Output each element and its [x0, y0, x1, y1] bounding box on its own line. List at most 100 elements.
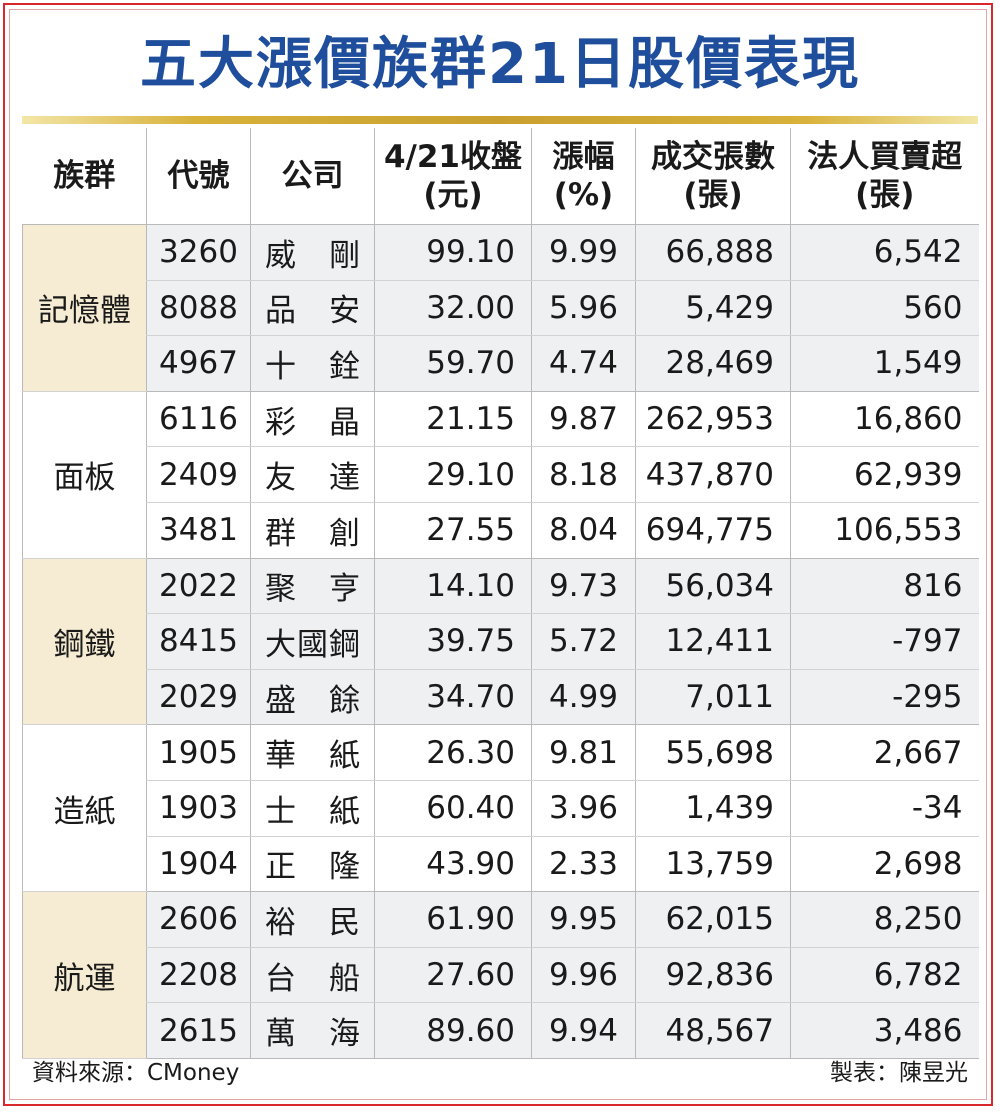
stock-code: 1904 — [146, 836, 251, 893]
stock-code: 6116 — [146, 391, 251, 448]
institutional-net: 106,553 — [790, 502, 979, 559]
trade-volume: 56,034 — [635, 558, 791, 615]
header-code: 代號 — [146, 128, 251, 225]
stock-table: 族群 代號 公司 4/21收盤 (元) 漲幅 (%) 成交張數 (張) 法人買賣超 (張… — [22, 128, 979, 1059]
change-percent: 4.74 — [531, 335, 636, 392]
source-note: 資料來源：CMoney — [32, 1060, 240, 1086]
header-company: 公司 — [250, 128, 375, 225]
table-row: 2029 盛餘 34.70 4.99 7,011 -295 — [23, 669, 979, 726]
trade-volume: 12,411 — [635, 613, 791, 670]
close-price: 43.90 — [374, 836, 532, 893]
stock-code: 2208 — [146, 947, 251, 1004]
institutional-net: 6,782 — [790, 947, 979, 1004]
group-block: 面板 6116 彩晶 21.15 9.87 262,953 16,860 2409 友達 29.1… — [22, 391, 979, 559]
change-percent: 3.96 — [531, 780, 636, 837]
close-price: 26.30 — [374, 724, 532, 781]
table-row: 2208 台船 27.60 9.96 92,836 6,782 — [23, 947, 979, 1004]
close-price: 60.40 — [374, 780, 532, 837]
group-block: 記憶體 3260 威剛 99.10 9.99 66,888 6,542 8088 品安 32.00… — [22, 224, 979, 392]
group-name: 造紙 — [22, 724, 147, 893]
table-row: 記憶體 3260 威剛 99.10 9.99 66,888 6,542 — [22, 224, 979, 392]
company-name: 彩晶 — [250, 391, 375, 448]
close-price: 29.10 — [374, 446, 532, 503]
trade-volume: 694,775 — [635, 502, 791, 559]
institutional-net: -295 — [790, 669, 979, 726]
trade-volume: 28,469 — [635, 335, 791, 392]
table-row: 2409 友達 29.10 8.18 437,870 62,939 — [23, 446, 979, 503]
company-name: 大國鋼 — [250, 613, 375, 670]
institutional-net: 2,698 — [790, 836, 979, 893]
close-price: 89.60 — [374, 1002, 532, 1059]
group-block: 航運 2606 裕民 61.90 9.95 62,015 8,250 2208 台船 27.60 9… — [22, 891, 979, 1059]
trade-volume: 92,836 — [635, 947, 791, 1004]
stock-code: 3481 — [146, 502, 251, 559]
stock-code: 1905 — [146, 724, 251, 781]
change-percent: 9.96 — [531, 947, 636, 1004]
trade-volume: 13,759 — [635, 836, 791, 893]
table-row: 造紙 1905 華紙 26.30 9.81 55,698 2,667 — [22, 724, 979, 893]
institutional-net: 2,667 — [790, 724, 979, 781]
change-percent: 8.18 — [531, 446, 636, 503]
trade-volume: 62,015 — [635, 891, 791, 948]
change-percent: 5.96 — [531, 280, 636, 337]
table-row: 1904 正隆 43.90 2.33 13,759 2,698 — [23, 836, 979, 893]
group-block: 造紙 1905 華紙 26.30 9.81 55,698 2,667 1903 士紙 60.40 3… — [22, 724, 979, 893]
close-price: 99.10 — [374, 224, 532, 281]
company-name: 威剛 — [250, 224, 375, 281]
table-row: 4967 十銓 59.70 4.74 28,469 1,549 — [23, 335, 979, 392]
header-change: 漲幅 (%) — [531, 128, 636, 225]
stock-code: 2409 — [146, 446, 251, 503]
page-title: 五大漲價族群21日股價表現 — [140, 32, 860, 97]
company-name: 盛餘 — [250, 669, 375, 726]
company-name: 萬海 — [250, 1002, 375, 1059]
institutional-net: 560 — [790, 280, 979, 337]
trade-volume: 262,953 — [635, 391, 791, 448]
trade-volume: 48,567 — [635, 1002, 791, 1059]
company-name: 友達 — [250, 446, 375, 503]
stock-code: 8088 — [146, 280, 251, 337]
institutional-net: 8,250 — [790, 891, 979, 948]
stock-code: 4967 — [146, 335, 251, 392]
change-percent: 9.81 — [531, 724, 636, 781]
stock-code: 2029 — [146, 669, 251, 726]
institutional-net: 816 — [790, 558, 979, 615]
institutional-net: -797 — [790, 613, 979, 670]
company-name: 品安 — [250, 280, 375, 337]
trade-volume: 55,698 — [635, 724, 791, 781]
company-name: 正隆 — [250, 836, 375, 893]
institutional-net: 6,542 — [790, 224, 979, 281]
table-row: 8415 大國鋼 39.75 5.72 12,411 -797 — [23, 613, 979, 670]
outer-frame — [3, 3, 993, 1106]
close-price: 59.70 — [374, 335, 532, 392]
table-row: 面板 6116 彩晶 21.15 9.87 262,953 16,860 — [22, 391, 979, 559]
header-row: 族群 代號 公司 4/21收盤 (元) 漲幅 (%) 成交張數 (張) 法人買賣超 (張… — [22, 128, 979, 225]
stock-code: 1903 — [146, 780, 251, 837]
trade-volume: 5,429 — [635, 280, 791, 337]
stock-code: 2615 — [146, 1002, 251, 1059]
institutional-net: 16,860 — [790, 391, 979, 448]
institutional-net: 62,939 — [790, 446, 979, 503]
change-percent: 8.04 — [531, 502, 636, 559]
change-percent: 9.95 — [531, 891, 636, 948]
institutional-net: 1,549 — [790, 335, 979, 392]
change-percent: 2.33 — [531, 836, 636, 893]
trade-volume: 437,870 — [635, 446, 791, 503]
table-row: 航運 2606 裕民 61.90 9.95 62,015 8,250 — [22, 891, 979, 1059]
stock-code: 2606 — [146, 891, 251, 948]
stock-code: 8415 — [146, 613, 251, 670]
header-institutional: 法人買賣超 (張) — [790, 128, 979, 225]
header-close: 4/21收盤 (元) — [374, 128, 532, 225]
change-percent: 5.72 — [531, 613, 636, 670]
trade-volume: 66,888 — [635, 224, 791, 281]
title-underline — [22, 116, 978, 124]
company-name: 群創 — [250, 502, 375, 559]
company-name: 十銓 — [250, 335, 375, 392]
maker-note: 製表：陳昱光 — [830, 1060, 968, 1086]
trade-volume: 1,439 — [635, 780, 791, 837]
table-row: 8088 品安 32.00 5.96 5,429 560 — [23, 280, 979, 337]
change-percent: 9.94 — [531, 1002, 636, 1059]
table-row: 鋼鐵 2022 聚亨 14.10 9.73 56,034 816 — [22, 558, 979, 726]
close-price: 61.90 — [374, 891, 532, 948]
close-price: 27.60 — [374, 947, 532, 1004]
inner-frame — [9, 9, 987, 1100]
